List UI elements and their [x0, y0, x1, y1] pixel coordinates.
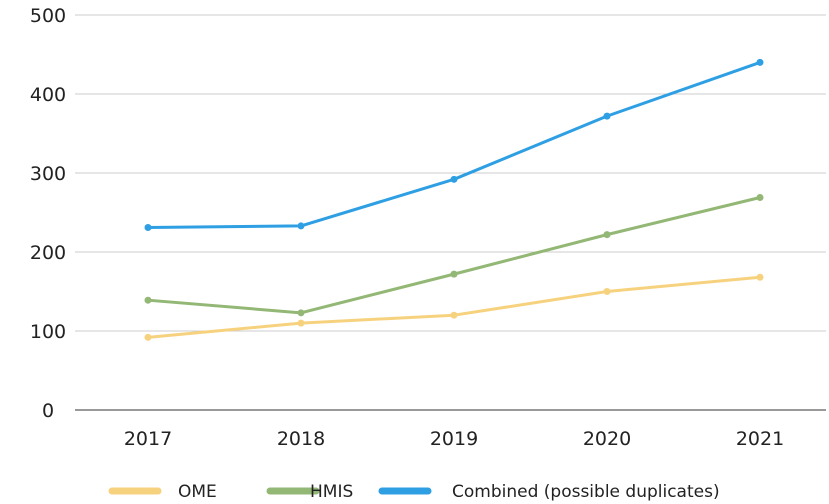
- series-line: [146, 60, 762, 230]
- x-tick-label: 2019: [430, 428, 478, 450]
- y-tick-label: 400: [30, 84, 66, 106]
- series-combined-possible-duplicates: [144, 58, 764, 232]
- y-tick-label: 100: [30, 321, 66, 343]
- series-hmis: [144, 193, 764, 317]
- data-point: [450, 270, 458, 278]
- data-point: [144, 296, 152, 304]
- x-tick-label: 2017: [124, 428, 172, 450]
- x-tick-label: 2020: [583, 428, 631, 450]
- data-point: [756, 273, 764, 281]
- data-point: [450, 175, 458, 183]
- y-tick-label: 300: [30, 163, 66, 185]
- x-tick-label: 2018: [277, 428, 325, 450]
- data-point: [603, 112, 611, 120]
- legend-item: HMIS: [266, 482, 353, 502]
- legend: OME HMIS Combined (possible duplicates): [108, 482, 720, 502]
- y-tick-label: 200: [30, 242, 66, 264]
- data-point: [450, 311, 458, 319]
- data-point: [603, 288, 611, 295]
- x-tick-label: 2021: [736, 428, 784, 450]
- legend-item: OME: [108, 482, 217, 502]
- legend-label: OME: [178, 482, 217, 502]
- data-point: [297, 319, 305, 327]
- y-tick-label: 500: [30, 5, 66, 27]
- data-point: [603, 231, 611, 239]
- data-point: [756, 58, 764, 66]
- axes: 0 100 200 300 400 500 2017 2018 2019 2020 2021: [30, 5, 826, 450]
- legend-label: Combined (possible duplicates): [452, 482, 720, 502]
- series-ome: [144, 273, 764, 341]
- y-tick-label: 0: [42, 400, 54, 422]
- data-point: [144, 224, 152, 232]
- data-point: [297, 309, 305, 317]
- legend-label: HMIS: [310, 482, 353, 502]
- legend-item: Combined (possible duplicates): [378, 482, 720, 502]
- data-point: [144, 333, 152, 341]
- data-point: [297, 222, 305, 230]
- series-lines: [144, 58, 764, 341]
- series-line: [146, 195, 762, 315]
- data-point: [756, 193, 764, 201]
- grid-lines: [75, 14, 826, 332]
